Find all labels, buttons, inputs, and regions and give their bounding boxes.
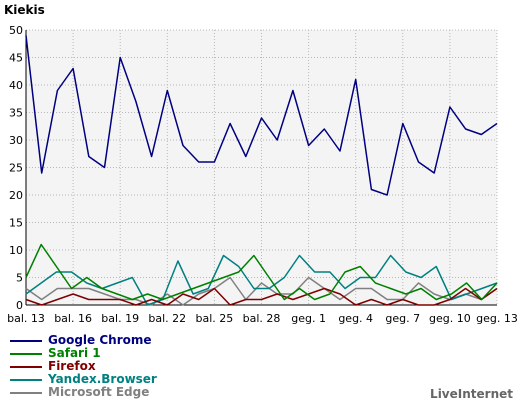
legend-label: Microsoft Edge: [48, 385, 150, 399]
y-tick-label: 15: [9, 217, 23, 230]
series-line-microsoft-edge: [25, 276, 498, 306]
series-line-safari-1: [25, 243, 498, 301]
y-tick-label: 25: [9, 162, 23, 175]
y-tick-label: 40: [9, 79, 23, 92]
x-tick-label: bal. 22: [148, 312, 186, 325]
x-tick-label: bal. 13: [7, 312, 45, 325]
y-tick-label: 45: [9, 52, 23, 65]
y-tick-label: 5: [16, 272, 23, 285]
legend-swatch: [10, 353, 42, 355]
y-tick-label: 35: [9, 107, 23, 120]
x-tick-label: geg. 7: [385, 312, 420, 325]
legend-swatch: [10, 366, 42, 368]
series-line-google-chrome: [25, 35, 498, 196]
legend-label: Firefox: [48, 359, 96, 373]
x-tick-label: geg. 13: [476, 312, 518, 325]
y-tick-label: 20: [9, 189, 23, 202]
chart-title: Kiekis: [4, 3, 45, 17]
legend-label: Yandex.Browser: [48, 372, 157, 386]
x-tick-label: geg. 4: [338, 312, 373, 325]
x-tick-label: bal. 19: [101, 312, 139, 325]
brand-label: LiveInternet: [430, 387, 513, 401]
x-tick-label: bal. 25: [196, 312, 234, 325]
y-tick-label: 10: [9, 244, 23, 257]
series-line-yandex-browser: [25, 254, 498, 306]
x-tick-label: geg. 1: [291, 312, 326, 325]
legend-label: Google Chrome: [48, 333, 152, 347]
x-tick-label: bal. 16: [54, 312, 92, 325]
legend-swatch: [10, 340, 42, 342]
legend-swatch: [10, 392, 42, 394]
series-line-firefox: [25, 287, 498, 306]
y-tick-label: 50: [9, 24, 23, 37]
x-tick-label: geg. 10: [429, 312, 471, 325]
legend-label: Safari 1: [48, 346, 101, 360]
y-tick-label: 0: [16, 299, 23, 312]
y-tick-label: 30: [9, 134, 23, 147]
legend-swatch: [10, 379, 42, 381]
x-tick-label: bal. 28: [243, 312, 281, 325]
